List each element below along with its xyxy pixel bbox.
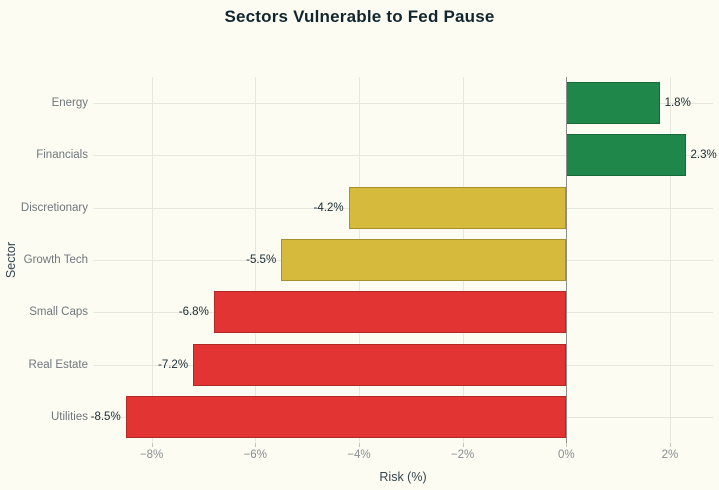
category-label-growth-tech: Growth Tech <box>23 254 88 266</box>
plot-area: 1.8% 2.3% -4.2% -5.5% -6.8% -7.2% -8.5% <box>90 77 717 447</box>
x-tick-mark <box>358 443 360 447</box>
value-label-real-estate: -7.2% <box>158 358 189 371</box>
x-tick-label: 0% <box>557 449 575 461</box>
x-tick-label: −2% <box>450 449 475 461</box>
value-label-utilities: -8.5% <box>90 410 121 423</box>
x-tick-label: −4% <box>347 449 371 461</box>
bar-utilities <box>125 395 567 438</box>
category-label-energy: Energy <box>51 97 88 110</box>
chart-title: Sectors Vulnerable to Fed Pause <box>224 7 495 26</box>
x-tick-mark <box>669 443 671 447</box>
category-label-discretionary: Discretionary <box>20 201 88 214</box>
bar-real-estate <box>193 343 567 386</box>
value-label-growth-tech: -5.5% <box>246 254 277 266</box>
x-tick-mark <box>151 443 153 447</box>
category-label-utilities: Utilities <box>50 410 88 423</box>
category-label-financials: Financials <box>36 149 88 162</box>
value-label-discretionary: -4.2% <box>313 201 344 214</box>
bar-energy <box>566 82 660 125</box>
zero-axis-line <box>566 77 568 447</box>
x-tick-label: −8% <box>139 449 164 461</box>
bar-discretionary <box>348 186 567 229</box>
x-tick-label: 2% <box>661 449 679 461</box>
gridline-h <box>93 103 713 105</box>
x-tick-mark <box>462 443 464 447</box>
category-label-small-caps: Small Caps <box>29 306 88 319</box>
gridline-h <box>93 155 713 157</box>
value-label-small-caps: -6.8% <box>178 306 209 319</box>
x-tick-mark <box>255 443 257 447</box>
bar-small-caps <box>213 291 567 334</box>
x-tick-label: −6% <box>243 449 267 461</box>
x-tick-mark <box>566 443 568 447</box>
bar-financials <box>566 134 686 177</box>
x-axis-title: Risk (%) <box>379 470 427 484</box>
category-label-real-estate: Real Estate <box>28 358 88 371</box>
value-label-financials: 2.3% <box>690 149 717 162</box>
value-label-energy: 1.8% <box>664 97 691 110</box>
bar-growth-tech <box>281 239 567 281</box>
